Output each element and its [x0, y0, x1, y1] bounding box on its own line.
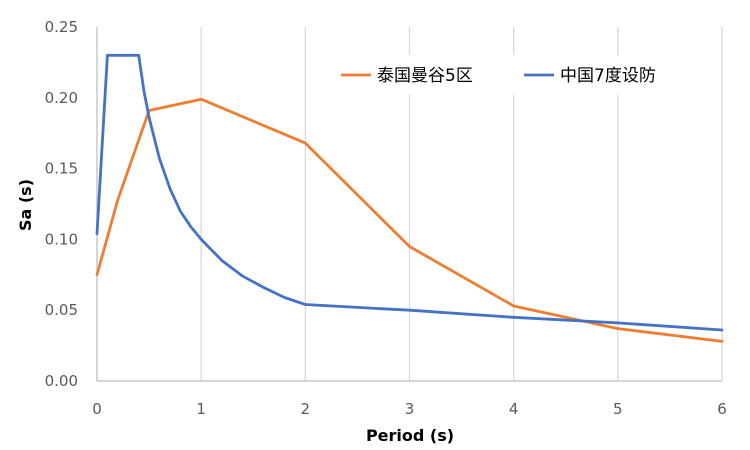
legend-background	[332, 55, 694, 95]
y-tick-label: 0.25	[45, 18, 78, 36]
y-tick-label: 0.15	[45, 160, 78, 178]
x-tick-label: 1	[196, 400, 206, 418]
x-tick-labels: 0 1 2 3 4 5 6	[92, 400, 727, 418]
axes	[96, 27, 722, 382]
series-lines	[95, 53, 724, 343]
x-tick-label: 2	[301, 400, 311, 418]
x-tick-label: 3	[405, 400, 415, 418]
x-tick-label: 0	[92, 400, 102, 418]
x-tick-label: 6	[717, 400, 727, 418]
y-tick-labels: 0.00 0.05 0.10 0.15 0.20 0.25	[45, 18, 78, 390]
y-tick-label: 0.10	[45, 230, 78, 248]
x-axis-title: Period (s)	[366, 426, 454, 445]
legend-label-2: 中国7度设防	[560, 66, 656, 86]
y-tick-label: 0.00	[45, 372, 78, 390]
y-tick-label: 0.05	[45, 301, 78, 319]
x-tick-label: 4	[509, 400, 519, 418]
y-axis-title: Sa (s)	[16, 179, 35, 231]
series-line-2	[95, 53, 724, 332]
y-tick-label: 0.20	[45, 89, 78, 107]
legend-label-1: 泰国曼谷5区	[377, 66, 473, 86]
legend: 泰国曼谷5区 中国7度设防	[332, 55, 694, 95]
x-tick-label: 5	[613, 400, 623, 418]
